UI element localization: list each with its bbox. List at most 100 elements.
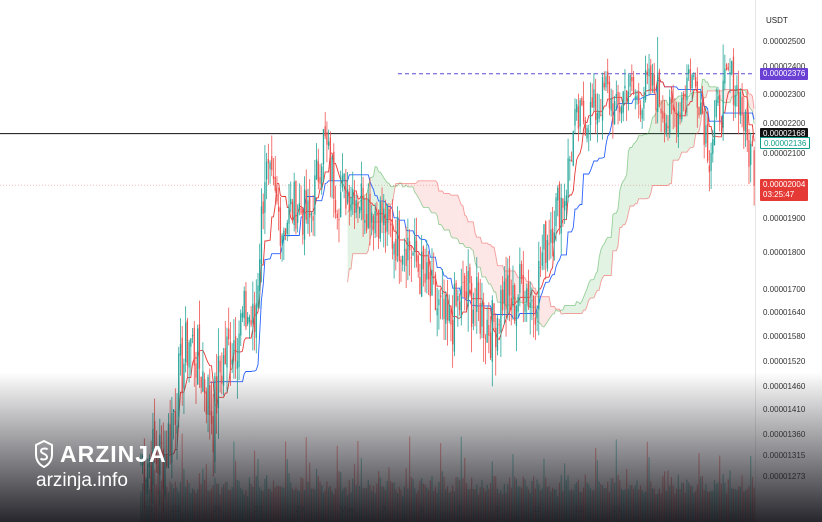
volume-bar bbox=[141, 483, 144, 522]
candle-body bbox=[743, 114, 745, 131]
volume-bar bbox=[725, 493, 728, 522]
volume-bar bbox=[371, 490, 373, 522]
candle-body bbox=[407, 237, 409, 261]
cloud-segment bbox=[480, 237, 482, 277]
volume-bar bbox=[364, 488, 366, 522]
cloud-segment bbox=[735, 89, 737, 96]
volume-bar bbox=[658, 488, 660, 522]
cloud-segment bbox=[569, 305, 572, 314]
volume-bar bbox=[476, 484, 478, 522]
cloud-segment bbox=[650, 117, 653, 194]
candle-body bbox=[681, 97, 683, 120]
volume-bar bbox=[591, 490, 593, 522]
candle-body bbox=[383, 208, 385, 226]
volume-bar bbox=[717, 482, 719, 522]
volume-bar bbox=[750, 455, 752, 522]
volume-bar bbox=[520, 487, 523, 522]
candle-body bbox=[153, 421, 156, 451]
volume-bar bbox=[369, 485, 371, 522]
candle-body bbox=[393, 244, 395, 255]
volume-bar bbox=[502, 493, 504, 522]
candle-body bbox=[694, 77, 697, 87]
candle-body bbox=[414, 236, 416, 252]
candle-body bbox=[610, 98, 612, 111]
cloud-segment bbox=[621, 180, 624, 228]
candle-body bbox=[629, 74, 631, 87]
volume-bar bbox=[209, 491, 211, 522]
cloud-segment bbox=[564, 305, 567, 314]
volume-bar bbox=[693, 493, 695, 522]
cloud-segment bbox=[573, 305, 575, 314]
volume-bar bbox=[465, 483, 468, 522]
cloud-segment bbox=[748, 94, 751, 110]
volume-bar bbox=[340, 472, 342, 522]
volume-bar bbox=[267, 488, 269, 522]
candle-body bbox=[512, 285, 514, 307]
candle-body bbox=[426, 262, 428, 280]
candle-body bbox=[493, 303, 495, 323]
candle-body bbox=[197, 328, 199, 385]
candle-body bbox=[372, 216, 375, 230]
volume-bar bbox=[360, 457, 362, 522]
candle-body bbox=[174, 410, 176, 425]
candle-body bbox=[171, 413, 173, 463]
candle-body bbox=[345, 179, 347, 209]
candle-body bbox=[579, 100, 581, 127]
cloud-segment bbox=[423, 180, 426, 208]
candle-body bbox=[532, 295, 535, 316]
candle-body bbox=[472, 309, 474, 324]
cloud-segment bbox=[654, 112, 656, 186]
volume-bar bbox=[686, 479, 688, 522]
candle-body bbox=[362, 187, 364, 220]
volume-bar bbox=[321, 485, 323, 522]
candle-body bbox=[438, 299, 440, 306]
candle-body bbox=[374, 211, 376, 234]
chart-canvas[interactable] bbox=[0, 0, 755, 522]
volume-bar bbox=[272, 480, 275, 522]
volume-bar bbox=[696, 484, 698, 522]
candle-body bbox=[288, 204, 290, 224]
volume-bar bbox=[290, 482, 292, 522]
volume-bar bbox=[514, 476, 516, 522]
volume-bar bbox=[486, 484, 488, 522]
volume-bar bbox=[751, 476, 754, 522]
candle-body bbox=[167, 423, 170, 469]
volume-bar bbox=[505, 492, 507, 522]
candle-body bbox=[281, 235, 283, 244]
candle-body bbox=[159, 434, 161, 475]
volume-bar bbox=[338, 471, 340, 522]
cloud-segment bbox=[728, 89, 731, 103]
cloud-segment bbox=[490, 244, 493, 288]
candle-body bbox=[279, 207, 282, 246]
candle-body bbox=[412, 252, 414, 256]
candle-body bbox=[674, 109, 676, 112]
candle-body bbox=[706, 123, 709, 161]
candle-body bbox=[450, 305, 452, 325]
candle-body bbox=[188, 342, 190, 368]
candle-body bbox=[441, 292, 443, 294]
volume-bar bbox=[557, 496, 559, 522]
candle-body bbox=[207, 377, 209, 415]
candle-body bbox=[141, 455, 144, 466]
candle-body bbox=[644, 70, 647, 100]
candle-body bbox=[436, 308, 438, 316]
volume-bar bbox=[584, 474, 586, 522]
candle-body bbox=[312, 216, 314, 221]
volume-bar bbox=[336, 445, 338, 522]
volume-bar bbox=[322, 492, 325, 522]
volume-bar bbox=[455, 477, 457, 522]
time-axis-label: 3 bbox=[381, 505, 386, 514]
candle-body bbox=[739, 91, 742, 116]
volume-bar bbox=[624, 489, 626, 522]
candle-body bbox=[255, 303, 257, 338]
candle-body bbox=[679, 112, 681, 120]
candle-body bbox=[655, 94, 657, 111]
volume-bar bbox=[391, 482, 393, 522]
candle-body bbox=[166, 455, 168, 467]
bar-countdown: 03:25:47 bbox=[763, 190, 795, 200]
volume-bar bbox=[198, 473, 201, 522]
volume-bar bbox=[408, 436, 411, 522]
volume-bar bbox=[629, 485, 631, 522]
candle-body bbox=[589, 102, 592, 126]
